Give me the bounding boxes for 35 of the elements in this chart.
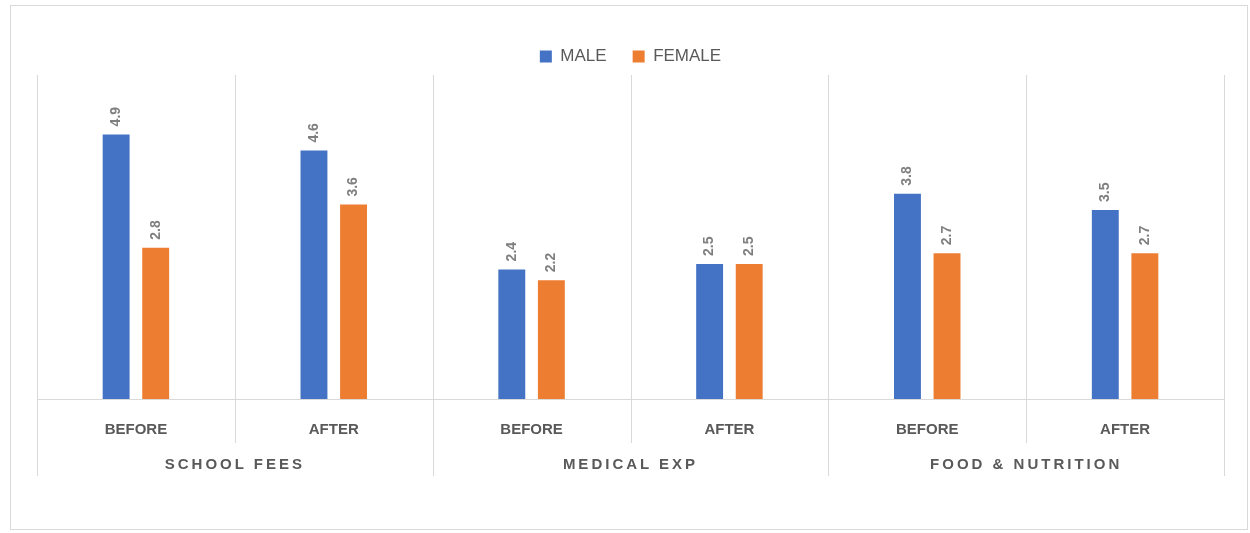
data-label: 4.6 <box>304 122 321 143</box>
text: SCHOOL FEES <box>164 455 305 473</box>
x-tick-label: AFTER <box>308 420 359 438</box>
bar <box>1131 253 1159 399</box>
data-label: 2.7 <box>937 225 954 246</box>
data-label: 2.7 <box>1135 225 1152 246</box>
data-label: 2.4 <box>502 241 519 262</box>
bar <box>340 204 367 399</box>
bar <box>102 134 130 399</box>
x-tick-label: AFTER <box>1100 420 1151 438</box>
bar <box>537 280 565 399</box>
legend-label: FEMALE <box>653 46 722 66</box>
x-tick-label: AFTER <box>704 420 755 438</box>
data-label: 3.8 <box>898 166 915 186</box>
data-label: 4.9 <box>106 106 123 127</box>
bar <box>300 150 328 399</box>
data-label: 2.8 <box>146 220 163 240</box>
x-tick-label: BEFORE <box>104 420 168 438</box>
x-tick-label: BEFORE <box>895 420 959 438</box>
bar <box>142 247 170 399</box>
text: FOOD & NUTRITION <box>930 455 1123 473</box>
legend-label: MALE <box>560 46 607 66</box>
bar <box>696 264 724 399</box>
bar <box>498 269 526 399</box>
bar <box>1091 210 1119 399</box>
data-label: 2.2 <box>542 252 559 273</box>
text: MEDICAL EXP <box>562 455 699 473</box>
bar <box>894 193 921 399</box>
data-label: 3.5 <box>1096 182 1113 202</box>
x-tick-label: BEFORE <box>500 420 563 438</box>
data-label: 2.5 <box>700 236 717 256</box>
data-label: 3.6 <box>344 176 361 197</box>
data-label: 2.5 <box>740 236 757 256</box>
bar <box>933 253 961 399</box>
bar <box>735 264 763 399</box>
